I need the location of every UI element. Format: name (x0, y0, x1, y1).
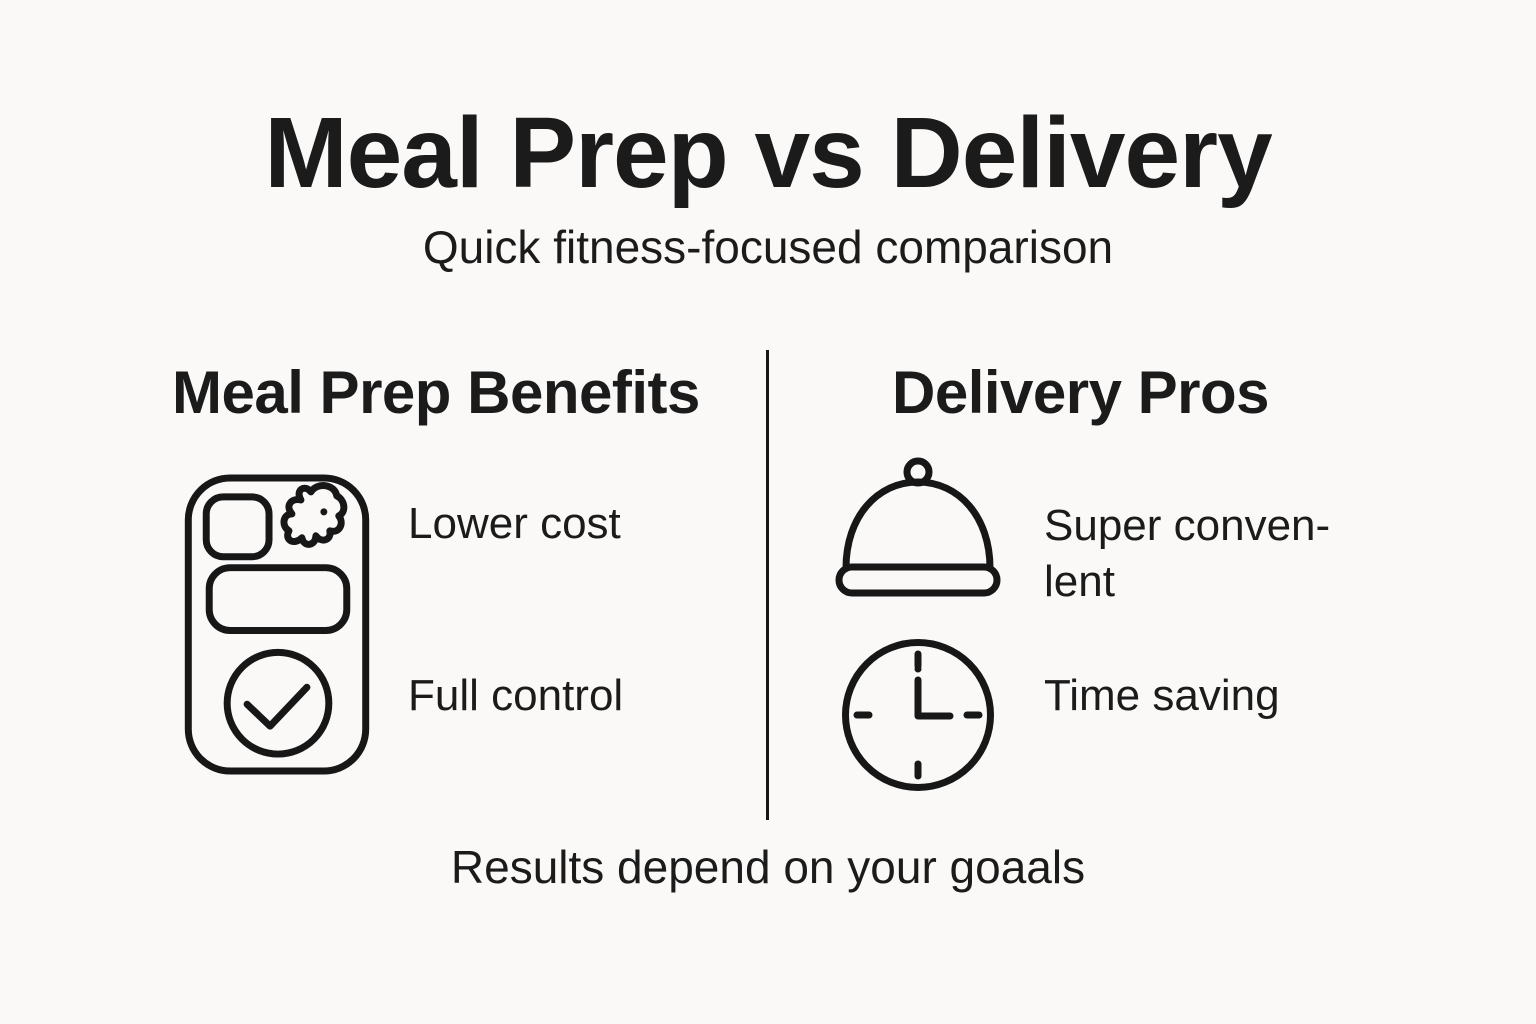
column-divider (766, 350, 769, 820)
cloche-icon (835, 457, 1001, 601)
left-column-header: Meal Prep Benefits (172, 359, 700, 426)
footer-note: Results depend on your goaals (450, 841, 1086, 893)
meal-prep-container-icon (184, 474, 370, 775)
right-item-label: Time saving (1044, 671, 1280, 720)
clock-icon (838, 635, 998, 795)
page-subtitle: Quick fitness-focused comparison (422, 221, 1114, 273)
right-item-label: Super conven- lent (1044, 501, 1331, 607)
left-item-label: Full control (408, 671, 624, 720)
left-item-label: Lower cost (408, 499, 621, 548)
page-title: Meal Prep vs Delivery (264, 97, 1272, 209)
right-column-header: Delivery Pros (892, 359, 1270, 426)
